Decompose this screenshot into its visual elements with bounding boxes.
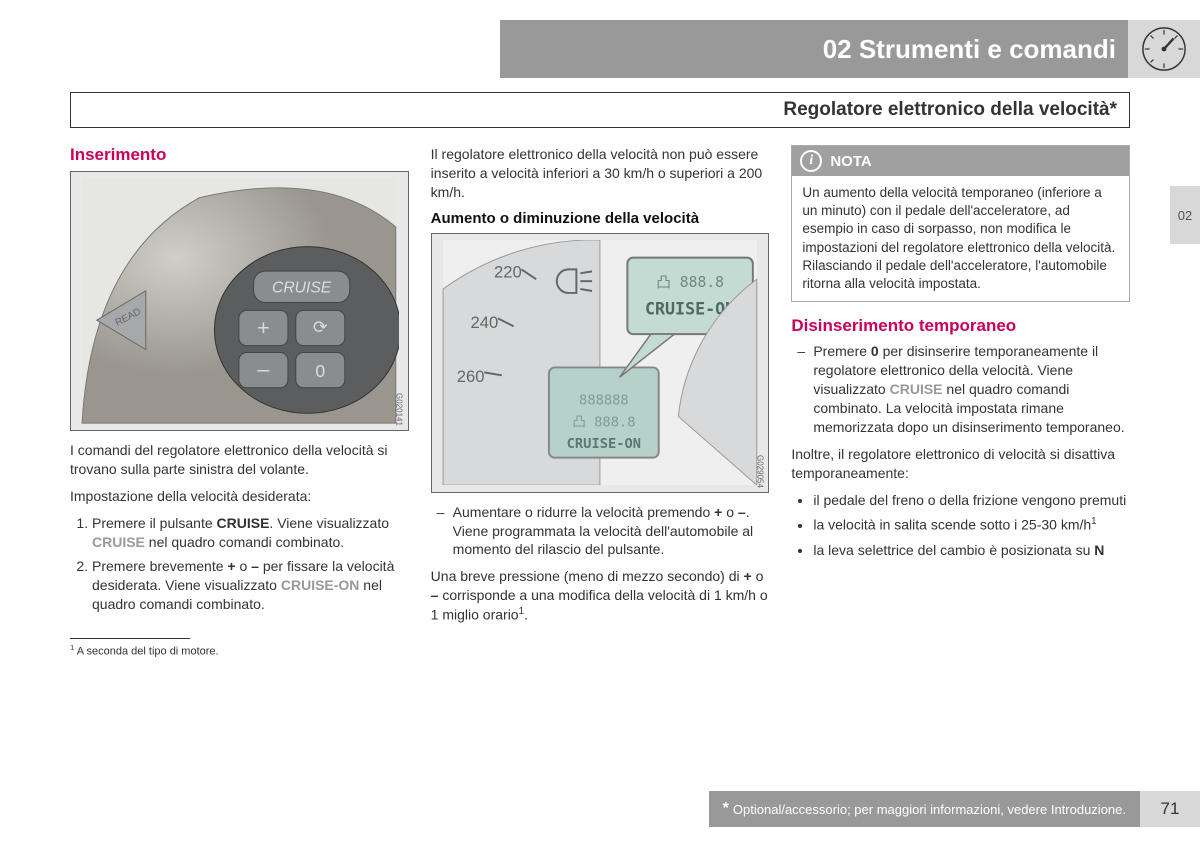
col1-steps: Premere il pulsante CRUISE. Viene visual…: [92, 514, 409, 614]
col2-para: Una breve pressione (meno di mezzo secon…: [431, 567, 770, 624]
note-label: NOTA: [830, 153, 871, 170]
footnote: 1 A seconda del tipo di motore.: [70, 643, 409, 658]
heading-inserimento: Inserimento: [70, 145, 409, 165]
section-title: Regolatore elettronico della velocità*: [70, 92, 1130, 128]
chapter-title: 02 Strumenti e comandi: [823, 34, 1116, 65]
steering-wheel-illustration: CRUISE + ⟳ – 0 READ: [79, 178, 399, 423]
col2-dash-list: Aumentare o ridurre la velocità premendo…: [431, 503, 770, 560]
column-3: i NOTA Un aumento della velocità tempora…: [791, 145, 1130, 658]
svg-text:+: +: [258, 315, 271, 340]
chapter-icon-box: [1128, 20, 1200, 78]
svg-text:260: 260: [457, 367, 485, 386]
figure-code: G020141: [395, 393, 404, 426]
svg-text:–: –: [258, 356, 270, 381]
col1-para2: Impostazione della velocità desiderata:: [70, 487, 409, 506]
note-header: i NOTA: [792, 146, 1129, 176]
footnote-rule: [70, 638, 190, 639]
svg-text:220: 220: [494, 262, 522, 281]
step-2: Premere brevemente + o – per fissare la …: [92, 557, 409, 614]
column-1: Inserimento CRUISE + ⟳ – 0: [70, 145, 409, 658]
svg-text:240: 240: [471, 313, 499, 332]
col3-b3: la leva selettrice del cambio è posizion…: [813, 541, 1130, 560]
figure-dashboard: 220 240 260 888888 凸 888.8 CRUISE-ON 凸 8…: [431, 233, 770, 493]
svg-text:888888: 888888: [579, 393, 629, 409]
col3-b1: il pedale del freno o della frizione ven…: [813, 491, 1130, 510]
cruise-button-label: CRUISE: [272, 280, 332, 297]
note-body: Un aumento della velocità temporaneo (in…: [792, 176, 1129, 301]
step-1: Premere il pulsante CRUISE. Viene visual…: [92, 514, 409, 552]
content-columns: Inserimento CRUISE + ⟳ – 0: [70, 145, 1130, 658]
heading-aumento: Aumento o diminuzione della velocità: [431, 210, 770, 227]
figure-code-2: G029054: [755, 455, 764, 488]
footer-text: * Optional/accessorio; per maggiori info…: [709, 791, 1140, 827]
chapter-header: 02 Strumenti e comandi: [500, 20, 1200, 78]
col3-dash-list: Premere 0 per disinserire temporaneament…: [791, 342, 1130, 436]
heading-disinserimento: Disinserimento temporaneo: [791, 316, 1130, 336]
svg-text:CRUISE-ON: CRUISE-ON: [567, 436, 641, 452]
col3-bullet-list: il pedale del freno o della frizione ven…: [813, 491, 1130, 560]
svg-text:凸 888.8: 凸 888.8: [656, 274, 724, 291]
dashboard-illustration: 220 240 260 888888 凸 888.8 CRUISE-ON 凸 8…: [440, 240, 760, 485]
column-2: Il regolatore elettronico della velocità…: [431, 145, 770, 658]
page-footer: * Optional/accessorio; per maggiori info…: [709, 791, 1200, 827]
col3-dash-item: Premere 0 per disinserire temporaneament…: [791, 342, 1130, 436]
note-box: i NOTA Un aumento della velocità tempora…: [791, 145, 1130, 302]
svg-text:0: 0: [316, 361, 326, 381]
col3-b2: la velocità in salita scende sotto i 25-…: [813, 515, 1130, 535]
info-icon: i: [800, 150, 822, 172]
figure-steering-wheel: CRUISE + ⟳ – 0 READ G020141: [70, 171, 409, 431]
svg-text:⟳: ⟳: [313, 317, 328, 337]
col2-bullet: Aumentare o ridurre la velocità premendo…: [431, 503, 770, 560]
gauge-icon: [1140, 25, 1188, 73]
svg-text:凸 888.8: 凸 888.8: [572, 414, 635, 430]
page-number: 71: [1140, 791, 1200, 827]
col2-intro: Il regolatore elettronico della velocità…: [431, 145, 770, 202]
side-tab: 02: [1170, 186, 1200, 244]
col3-para2: Inoltre, il regolatore elettronico di ve…: [791, 445, 1130, 483]
chapter-title-box: 02 Strumenti e comandi: [500, 20, 1128, 78]
col1-para1: I comandi del regolatore elettronico del…: [70, 441, 409, 479]
